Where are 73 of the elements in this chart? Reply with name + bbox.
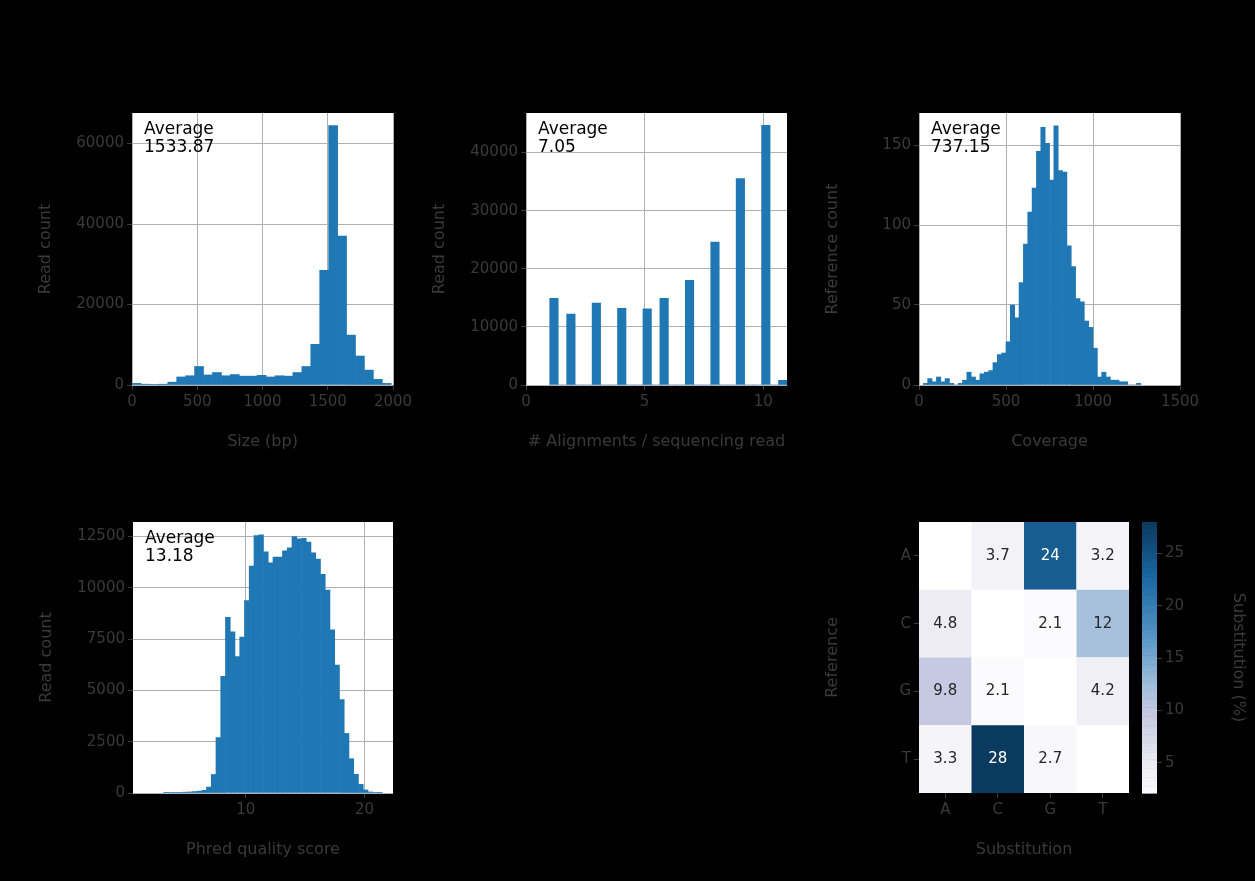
data-label: 24 [1040, 545, 1060, 564]
y-axis-title: Read count [428, 203, 448, 295]
x-tick-label: 20 [354, 799, 375, 818]
x-tick-label: 1000 [1073, 391, 1113, 410]
x-tick-label: 2000 [373, 391, 413, 410]
x-tick-label: G [1044, 799, 1057, 818]
y-tick-label: 5000 [86, 680, 125, 699]
x-tick-label: A [940, 799, 952, 818]
y-axis-title: Read count [34, 203, 54, 295]
color-bar-label: 5 [1165, 752, 1175, 771]
y-tick-label: 0 [114, 374, 124, 393]
y-axis-title: Reference count [821, 183, 841, 315]
x-tick-label: C [992, 799, 1003, 818]
y-tick-label: 0 [901, 374, 911, 393]
data-label: 3.2 [1090, 545, 1115, 564]
annotation: Average 13.18 [145, 526, 215, 565]
color-bar-label: 15 [1165, 647, 1185, 666]
color-bar-label: 10 [1165, 700, 1185, 719]
x-tick-label: 0 [127, 391, 137, 410]
data-label: 2.7 [1038, 749, 1063, 768]
y-tick-label: 2500 [86, 731, 125, 750]
color-bar-label: 25 [1165, 543, 1185, 562]
x-tick-label: T [1097, 799, 1109, 818]
color-bar-label: 20 [1165, 595, 1185, 614]
data-label: 9.8 [933, 681, 958, 700]
x-tick-label: 5 [639, 391, 650, 410]
data-label: 4.8 [933, 613, 958, 632]
y-tick-label: 0 [115, 782, 125, 801]
y-tick-label: 60000 [76, 133, 124, 152]
x-tick-label: 0 [521, 391, 531, 410]
y-tick-label: 20000 [470, 258, 518, 277]
x-tick-label: 0 [914, 391, 924, 410]
y-tick-label: 40000 [76, 213, 124, 232]
y-tick-label: 30000 [470, 200, 518, 219]
y-axis-title: Read count [35, 612, 55, 703]
annotation: Average 737.15 [931, 117, 1001, 156]
y-tick-label: 20000 [76, 294, 124, 313]
data-label: 3.7 [985, 545, 1010, 564]
data-label: 12 [1093, 613, 1113, 632]
x-tick-label: 500 [991, 391, 1021, 410]
data-label: 3.3 [933, 749, 958, 768]
x-tick-label: 1000 [243, 391, 282, 410]
y-tick-label: 10000 [77, 577, 125, 596]
data-label: 28 [988, 749, 1008, 768]
y-tick-label: 0 [508, 374, 518, 393]
y-tick-label: 7500 [86, 628, 125, 647]
annotation: Average 1533.87 [144, 117, 215, 156]
x-axis-title: Substitution [975, 838, 1073, 858]
data-label: 2.1 [1038, 613, 1063, 632]
y-tick-label: 100 [882, 214, 911, 233]
y-tick-label: G [899, 681, 911, 700]
data-label: 4.2 [1090, 681, 1115, 700]
x-tick-label: 1500 [308, 391, 347, 410]
x-tick-label: 10 [753, 391, 773, 410]
y-tick-label: 50 [891, 294, 911, 313]
x-axis-title: Size (bp) [227, 430, 298, 450]
x-axis-title: # Alignments / sequencing read [527, 430, 786, 450]
y-tick-label: 12500 [77, 526, 125, 545]
y-tick-label: 40000 [470, 142, 518, 161]
x-axis-title: Coverage [1011, 430, 1088, 450]
y-tick-label: A [900, 545, 912, 564]
y-tick-label: 150 [882, 134, 911, 153]
y-axis-title: Reference [821, 617, 841, 698]
y-tick-label: 10000 [470, 316, 518, 335]
data-label: 2.1 [985, 681, 1010, 700]
color-bar-title: Substitution (%) [1230, 592, 1250, 723]
x-tick-label: 10 [236, 799, 256, 818]
annotation: Average 7.05 [538, 117, 608, 156]
x-tick-label: 500 [182, 391, 212, 410]
x-axis-title: Phred quality score [186, 838, 340, 858]
x-tick-label: 1500 [1160, 391, 1200, 410]
y-tick-label: T [900, 749, 912, 768]
y-tick-label: C [900, 613, 911, 632]
